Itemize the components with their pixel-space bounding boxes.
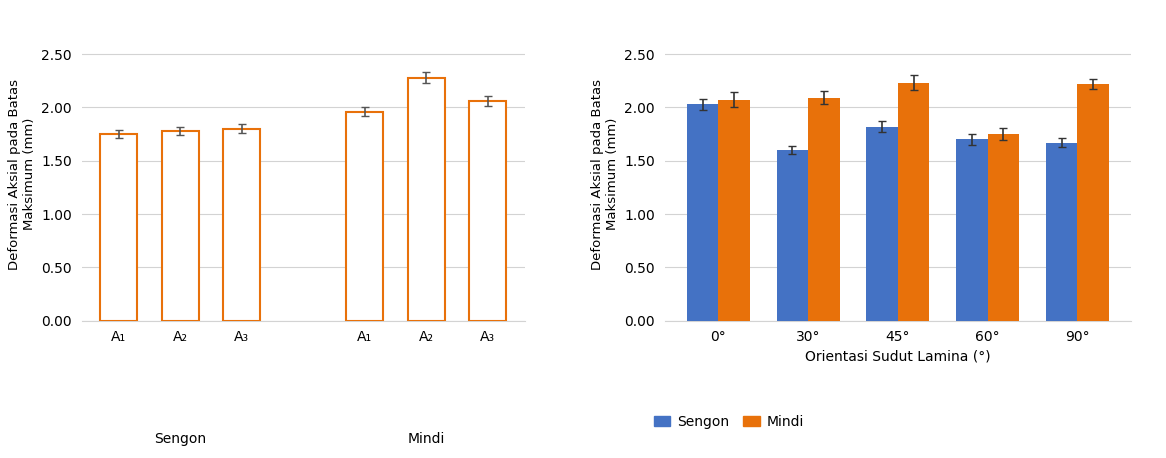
Bar	[162, 131, 198, 321]
Bar	[1046, 142, 1077, 321]
Bar	[777, 150, 808, 321]
Bar	[898, 83, 929, 321]
Bar	[346, 112, 384, 321]
Bar	[408, 77, 444, 321]
Bar	[718, 100, 750, 321]
Legend: Sengon, Mindi: Sengon, Mindi	[648, 409, 810, 435]
Text: Sengon: Sengon	[154, 432, 206, 446]
Bar	[988, 134, 1019, 321]
Bar	[1077, 84, 1109, 321]
X-axis label: Orientasi Sudut Lamina (°): Orientasi Sudut Lamina (°)	[805, 350, 991, 364]
Text: Mindi: Mindi	[408, 432, 445, 446]
Bar	[100, 134, 138, 321]
Bar	[956, 139, 988, 321]
Y-axis label: Deformasi Aksial pada Batas
Maksimum (mm): Deformasi Aksial pada Batas Maksimum (mm…	[8, 78, 36, 270]
Bar	[223, 129, 260, 321]
Y-axis label: Deformasi Aksial pada Batas
Maksimum (mm): Deformasi Aksial pada Batas Maksimum (mm…	[591, 78, 619, 270]
Bar	[808, 98, 840, 321]
Bar	[687, 104, 718, 321]
Bar	[866, 126, 898, 321]
Bar	[470, 101, 506, 321]
